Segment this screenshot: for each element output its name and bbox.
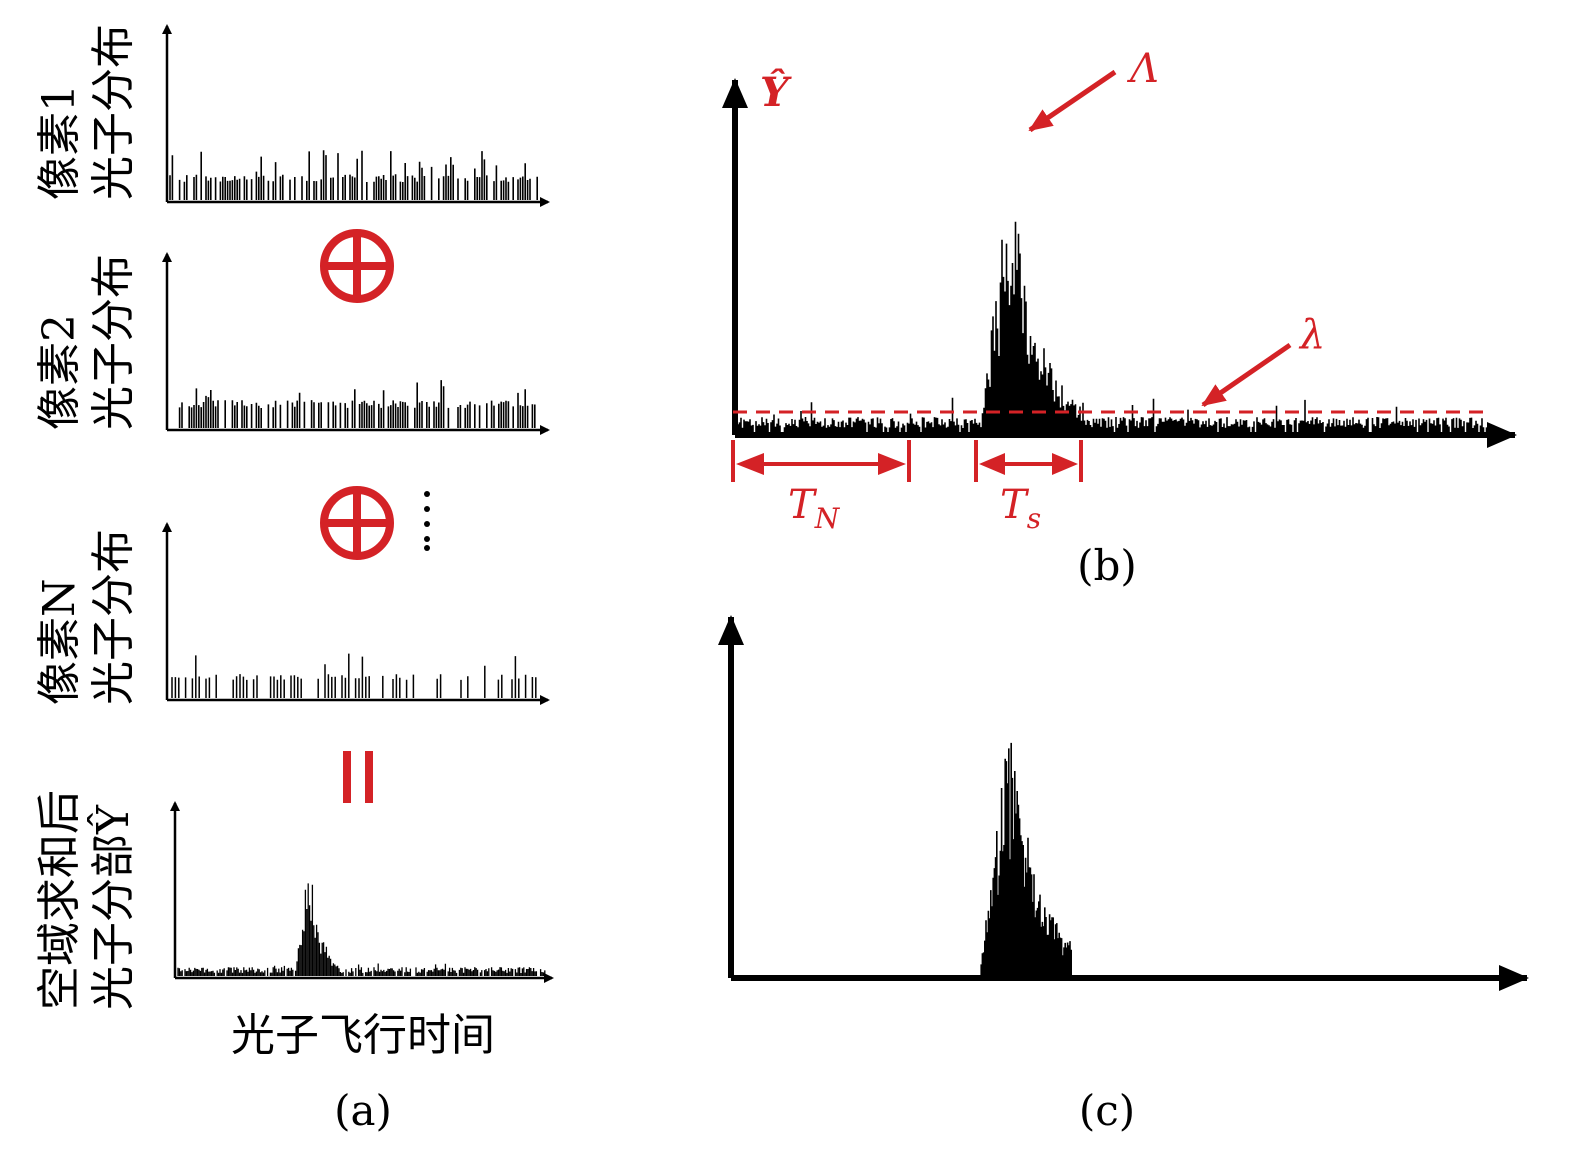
ts-label-main: T: [1000, 482, 1030, 528]
ts-arrowhead-left: [979, 453, 1005, 475]
panel-c: (c): [718, 615, 1529, 1135]
tn-label: TN: [788, 482, 841, 535]
trace-spikes: [171, 653, 537, 698]
ts-label: Ts: [1000, 482, 1041, 535]
row1-trace: [169, 150, 538, 200]
tn-arrowhead-right: [878, 453, 906, 475]
ts-label-sub: s: [1027, 502, 1041, 535]
row3-label-line1: 像素N: [34, 579, 85, 706]
row1-label-line2: 光子分布: [88, 24, 139, 200]
panel-b: Ŷ Λ λ TN Ts (b): [722, 46, 1517, 590]
tn-label-main: T: [788, 482, 818, 528]
trace-spikes: [169, 150, 538, 200]
noise-arrow: [1201, 342, 1292, 408]
x-axis-label: 光子飞行时间: [231, 1010, 495, 1061]
panel-b-trace: [737, 221, 1489, 433]
y-axis-label: Ŷ: [760, 69, 792, 116]
tn-label-sub: N: [814, 502, 841, 535]
ts-interval: [974, 440, 1083, 482]
trace-spikes: [737, 221, 1489, 433]
panel-c-trace: [980, 742, 1072, 976]
ellipsis-dots: [424, 491, 430, 551]
row2-axes: [162, 252, 550, 435]
row1-label-line1: 像素1: [34, 84, 85, 200]
peak-label: Λ: [1126, 46, 1159, 92]
ts-arrowhead-right: [1052, 453, 1078, 475]
oplus-symbol-2: [320, 486, 394, 560]
panel-a: 像素1 光子分布 像素2 光子分布 像素N 光子分布 空域求和后 光子分部Ŷ: [34, 24, 554, 1135]
tn-arrowhead-left: [736, 453, 764, 475]
noise-label: λ: [1298, 312, 1325, 358]
row4-axes: [170, 801, 554, 983]
panel-b-axes: [722, 78, 1517, 448]
row2-trace: [178, 380, 536, 428]
oplus-symbol-1: [320, 229, 394, 303]
panel-c-axes: [718, 615, 1529, 991]
caption-b: (b): [1077, 541, 1137, 590]
trace-spikes: [177, 883, 546, 976]
trace-spikes: [178, 380, 536, 428]
trace-spikes: [980, 742, 1072, 976]
row4-trace: [177, 883, 546, 976]
row3-label-line2: 光子分布: [88, 529, 139, 705]
row4-label-line1: 空域求和后: [34, 790, 85, 1010]
row4-label-line2: 光子分部Ŷ: [86, 804, 139, 1010]
row3-trace: [171, 653, 537, 698]
row1-axes: [162, 24, 550, 207]
row2-label-line2: 光子分布: [88, 254, 139, 430]
tn-interval: [731, 440, 911, 482]
peak-arrow: [1028, 69, 1117, 133]
caption-c: (c): [1079, 1086, 1135, 1135]
equals-symbol: [343, 751, 373, 803]
row2-label-line1: 像素2: [34, 314, 85, 430]
row3-axes: [162, 522, 550, 705]
caption-a: (a): [334, 1086, 392, 1135]
